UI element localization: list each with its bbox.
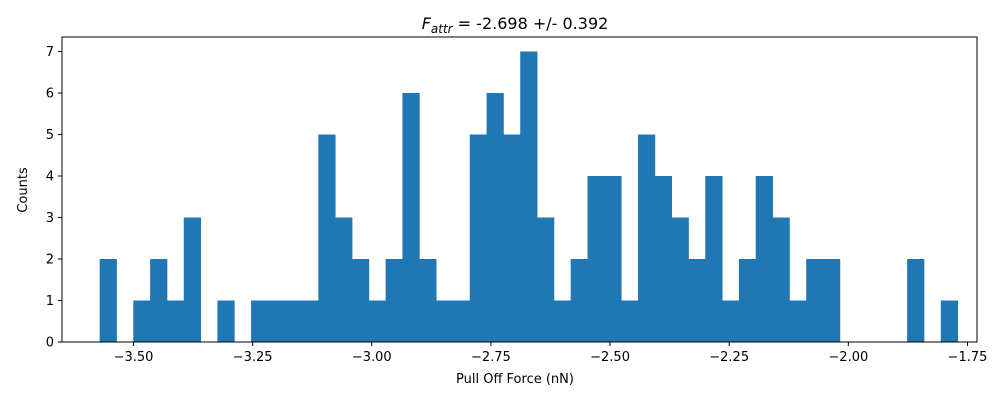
- x-tick-label: −2.50: [590, 350, 630, 365]
- histogram-bar: [452, 300, 471, 342]
- histogram-bar: [520, 51, 538, 343]
- histogram-bar: [940, 300, 959, 342]
- y-tick-label: 1: [46, 294, 54, 309]
- histogram-bar: [368, 300, 387, 342]
- histogram-bar: [469, 134, 487, 342]
- histogram-bar: [436, 300, 454, 342]
- y-tick-label: 3: [46, 211, 54, 226]
- y-tick-label: 6: [46, 87, 54, 102]
- y-tick-label: 4: [46, 170, 54, 185]
- histogram-bar: [166, 300, 185, 342]
- histogram-bar: [621, 300, 639, 342]
- histogram-bar: [267, 300, 286, 342]
- histogram-bar: [99, 259, 117, 342]
- histogram-bar: [688, 259, 706, 342]
- histogram-bar: [738, 259, 757, 342]
- histogram-bar: [133, 300, 151, 342]
- histogram-bar: [772, 217, 790, 342]
- bar-group: [99, 51, 959, 343]
- title-main: F: [422, 14, 432, 33]
- x-tick-label: −2.00: [828, 350, 868, 365]
- histogram-bar: [251, 300, 269, 342]
- y-tick-label: 7: [46, 45, 54, 60]
- histogram-bar: [907, 259, 925, 342]
- histogram-bar: [537, 217, 555, 342]
- plot-frame: [61, 36, 978, 343]
- histogram-bar: [419, 259, 437, 342]
- histogram-bar: [570, 259, 588, 342]
- histogram-bar: [705, 176, 723, 342]
- y-axis-label: Counts: [16, 167, 31, 213]
- histogram-bar: [402, 93, 420, 342]
- title-subscript: attr: [431, 22, 454, 36]
- histogram-bar: [755, 176, 773, 342]
- x-tick-label: −3.25: [233, 350, 273, 365]
- histogram-bar: [385, 259, 403, 342]
- x-tick-label: −3.00: [352, 350, 392, 365]
- x-axis-ticks: −3.50 −3.25 −3.00 −2.75 −2.50 −2.25 −2.00 −1.75: [114, 342, 988, 365]
- histogram-bar: [722, 300, 740, 342]
- histogram-bar: [553, 300, 572, 342]
- histogram-bar: [604, 176, 622, 342]
- y-tick-label: 0: [46, 336, 54, 351]
- histogram-bar: [183, 217, 201, 342]
- histogram-bar: [150, 259, 168, 342]
- histogram-bar: [318, 134, 336, 342]
- y-axis-ticks: 0 1 2 3 4 5 6 7: [46, 45, 62, 351]
- histogram-bar: [351, 259, 370, 342]
- histogram-bar: [637, 134, 656, 342]
- x-tick-label: −2.75: [471, 350, 511, 365]
- histogram-bar: [284, 300, 302, 342]
- chart-title: Fattr = -2.698 +/- 0.392: [422, 14, 609, 36]
- histogram-bar: [654, 176, 673, 342]
- x-tick-label: −1.75: [948, 350, 988, 365]
- histogram-bar: [217, 300, 235, 342]
- y-tick-label: 2: [46, 253, 54, 268]
- histogram-bar: [823, 259, 841, 342]
- x-tick-label: −2.25: [709, 350, 749, 365]
- histogram-bar: [671, 217, 689, 342]
- histogram-bar: [789, 300, 807, 342]
- title-suffix: = -2.698 +/- 0.392: [453, 14, 609, 33]
- histogram-bar: [335, 217, 353, 342]
- y-tick-label: 5: [46, 128, 54, 143]
- histogram-bar: [503, 134, 521, 342]
- histogram-bar: [301, 300, 319, 342]
- histogram-bar: [587, 176, 605, 342]
- x-tick-label: −3.50: [114, 350, 154, 365]
- histogram-bar: [806, 259, 824, 342]
- histogram-bar: [486, 93, 504, 342]
- x-axis-label: Pull Off Force (nN): [456, 372, 574, 387]
